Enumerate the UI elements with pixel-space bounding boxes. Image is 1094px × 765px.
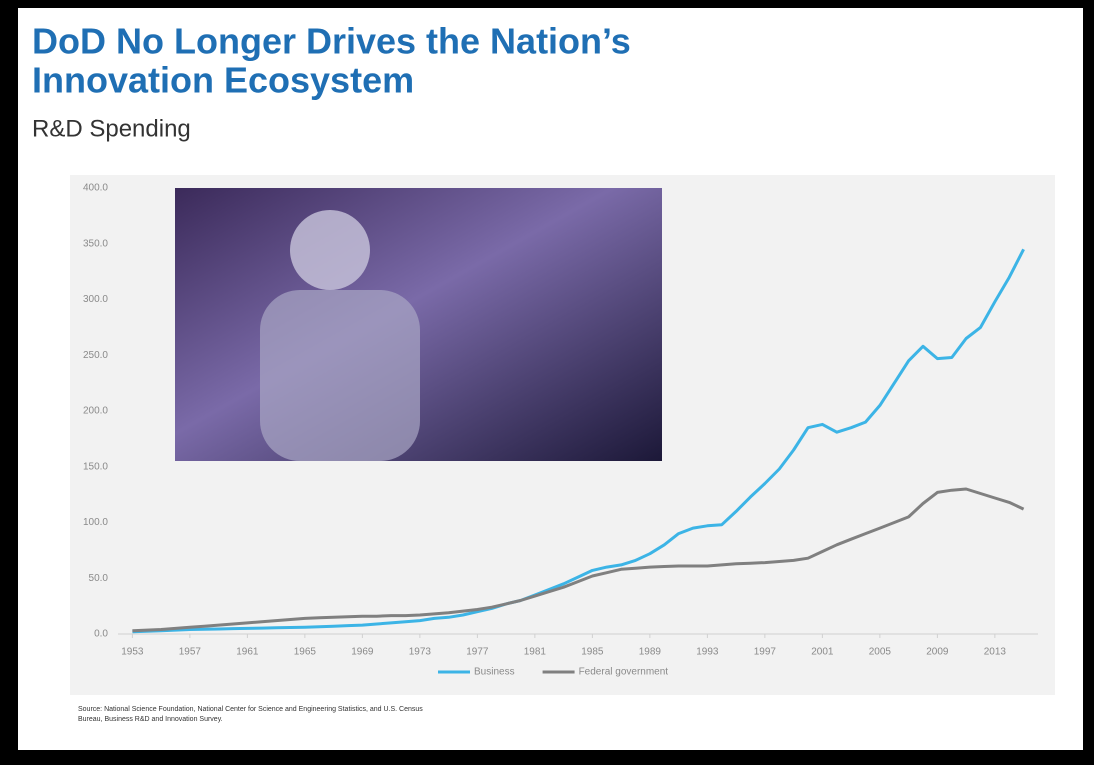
source: Bureau, Business R&D and Innovation Surv… <box>78 716 223 723</box>
y-tick-label: 350.0 <box>83 238 108 249</box>
x-tick-label: 2013 <box>984 647 1007 658</box>
x-tick-label: 2001 <box>811 647 834 658</box>
photo-robot <box>290 210 370 290</box>
y-tick-label: 200.0 <box>83 406 108 417</box>
legend-label: Federal government <box>579 667 669 678</box>
y-tick-label: 150.0 <box>83 461 108 472</box>
x-tick-label: 1969 <box>351 647 374 658</box>
x-tick-label: 1985 <box>581 647 604 658</box>
x-tick-label: 2005 <box>869 647 892 658</box>
y-tick-label: 250.0 <box>83 350 108 361</box>
x-tick-label: 1981 <box>524 647 547 658</box>
y-tick-label: 0.0 <box>94 629 108 640</box>
x-tick-label: 1965 <box>294 647 317 658</box>
subtitle: R&D Spending <box>32 115 191 142</box>
x-tick-label: 1957 <box>179 647 202 658</box>
y-tick-label: 50.0 <box>89 573 109 584</box>
photo-robot <box>260 290 420 461</box>
x-tick-label: 1953 <box>121 647 144 658</box>
page: {"chart_data": {"type": "line", "title":… <box>0 0 1094 765</box>
y-tick-label: 300.0 <box>83 294 108 305</box>
y-tick-label: 100.0 <box>83 517 108 528</box>
x-tick-label: 1997 <box>754 647 777 658</box>
source: Source: National Science Foundation, Nat… <box>78 706 423 713</box>
y-tick-label: 400.0 <box>83 183 108 194</box>
x-tick-label: 1989 <box>639 647 662 658</box>
x-tick-label: 1993 <box>696 647 719 658</box>
x-tick-label: 1961 <box>236 647 259 658</box>
slide: DoD No Longer Drives the Nation’s Innova… <box>0 0 1094 765</box>
x-tick-label: 1977 <box>466 647 489 658</box>
title-line: DoD No Longer Drives the Nation’s <box>32 21 631 62</box>
title-line: Innovation Ecosystem <box>32 60 414 101</box>
legend-label: Business <box>474 667 515 678</box>
x-tick-label: 1973 <box>409 647 432 658</box>
x-tick-label: 2009 <box>926 647 949 658</box>
